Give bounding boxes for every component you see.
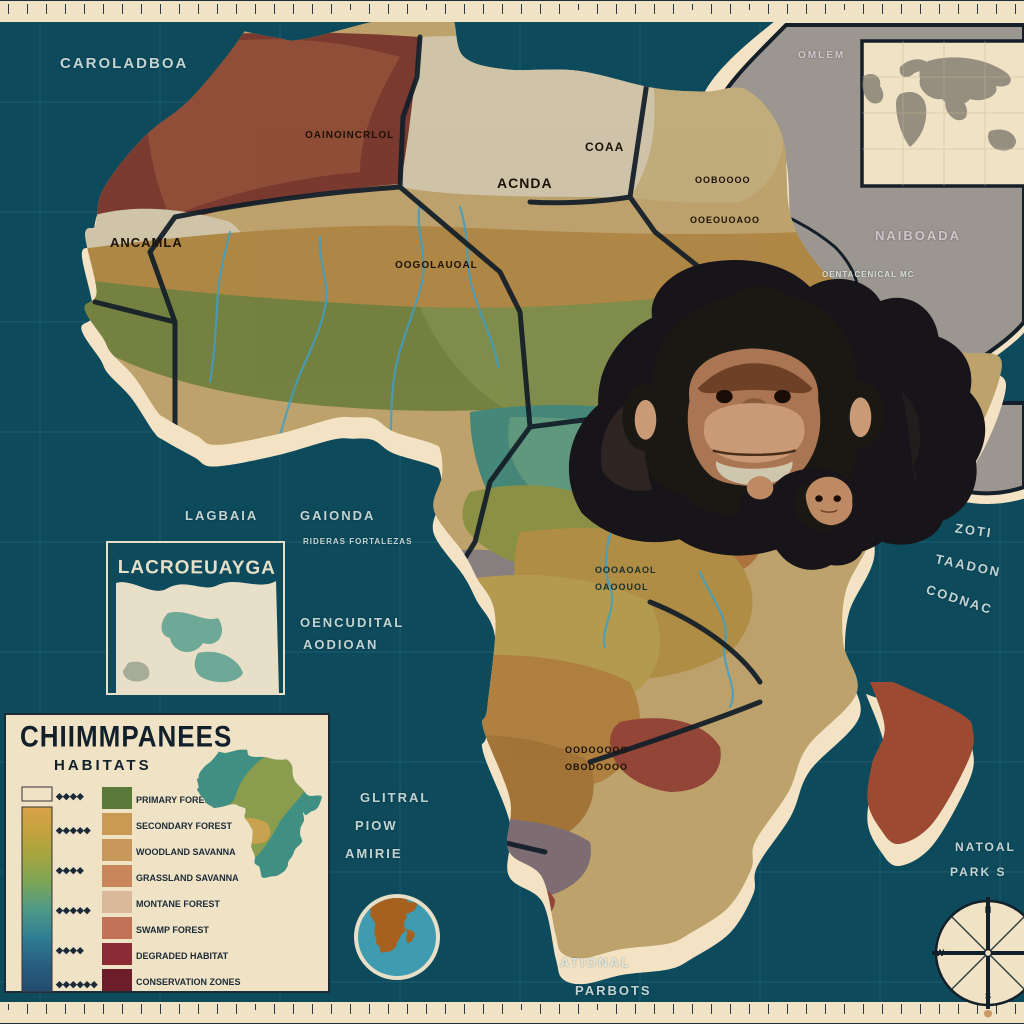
svg-text:S: S — [985, 991, 991, 1001]
svg-text:W: W — [936, 948, 945, 958]
svg-text:N: N — [985, 905, 992, 915]
svg-text:LACROEUAYGA: LACROEUAYGA — [118, 557, 276, 579]
